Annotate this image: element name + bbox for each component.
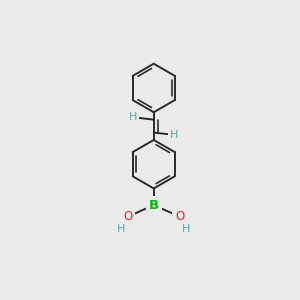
Text: B: B: [149, 199, 159, 212]
Text: H: H: [182, 224, 190, 234]
Text: O: O: [123, 210, 133, 223]
Text: H: H: [170, 130, 178, 140]
Text: H: H: [117, 224, 126, 234]
Text: H: H: [129, 112, 138, 122]
Text: O: O: [175, 210, 184, 223]
